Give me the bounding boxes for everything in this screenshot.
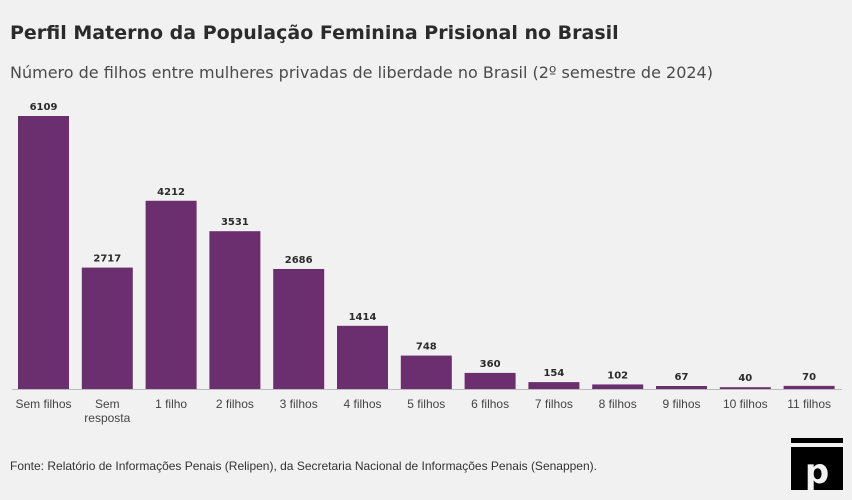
x-tick-label: 6 filhos bbox=[471, 397, 509, 411]
bar-value-label: 154 bbox=[543, 368, 564, 379]
bar-value-label: 67 bbox=[675, 372, 689, 383]
bar[interactable] bbox=[337, 325, 388, 389]
bar-value-label: 4212 bbox=[157, 187, 185, 198]
bar[interactable] bbox=[719, 387, 771, 389]
x-tick-label: 7 filhos bbox=[535, 397, 573, 411]
x-tick-label: 9 filhos bbox=[662, 397, 700, 411]
bar-value-label: 40 bbox=[738, 373, 752, 384]
bar[interactable] bbox=[81, 267, 133, 389]
bar[interactable] bbox=[592, 384, 644, 389]
x-tick-label: Sem filhos bbox=[15, 397, 71, 411]
source-note: Fonte: Relatório de Informações Penais (… bbox=[10, 459, 597, 473]
bar-value-label: 748 bbox=[416, 342, 437, 353]
bar[interactable] bbox=[656, 386, 707, 389]
x-tick-label: Sem bbox=[95, 397, 120, 411]
bar-value-label: 70 bbox=[802, 372, 816, 383]
bar-value-label: 102 bbox=[607, 370, 628, 381]
bar[interactable] bbox=[528, 382, 580, 389]
publisher-p-logo-icon: p bbox=[791, 438, 843, 492]
bar-value-label: 2686 bbox=[285, 255, 313, 266]
x-tick-label: 10 filhos bbox=[723, 397, 768, 411]
bar[interactable] bbox=[464, 372, 516, 389]
bar[interactable] bbox=[209, 231, 261, 389]
bar[interactable] bbox=[783, 385, 835, 389]
bar-value-label: 2717 bbox=[93, 254, 121, 265]
x-tick-label: 3 filhos bbox=[280, 397, 318, 411]
bar-value-label: 6109 bbox=[30, 102, 58, 113]
x-tick-label: 1 filho bbox=[155, 397, 187, 411]
bar-value-label: 1414 bbox=[349, 312, 377, 323]
x-tick-label: resposta bbox=[84, 411, 130, 425]
x-tick-label: 11 filhos bbox=[787, 397, 831, 411]
bar[interactable] bbox=[145, 200, 197, 389]
x-tick-label: 8 filhos bbox=[599, 397, 637, 411]
x-tick-label: 4 filhos bbox=[343, 397, 381, 411]
bar-value-label: 3531 bbox=[221, 217, 249, 228]
svg-text:p: p bbox=[805, 452, 829, 490]
bar[interactable] bbox=[273, 268, 325, 389]
chart-title: Perfil Materno da População Feminina Pri… bbox=[10, 22, 619, 44]
chart-subtitle: Número de filhos entre mulheres privadas… bbox=[10, 63, 713, 82]
bar-value-label: 360 bbox=[480, 359, 501, 370]
x-tick-label: 2 filhos bbox=[216, 397, 254, 411]
x-tick-label: 5 filhos bbox=[407, 397, 445, 411]
bar[interactable] bbox=[400, 355, 452, 389]
bar[interactable] bbox=[18, 116, 69, 389]
